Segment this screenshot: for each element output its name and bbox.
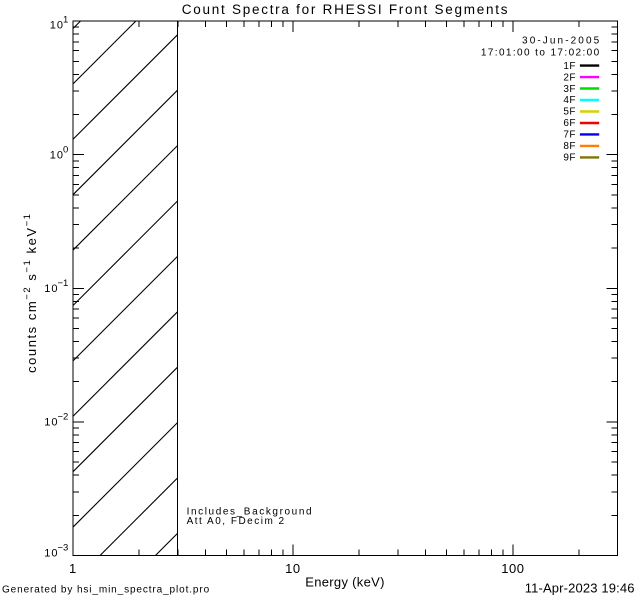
svg-text:Generated by hsi_min_spectra_p: Generated by hsi_min_spectra_plot.pro <box>2 585 210 596</box>
svg-text:1: 1 <box>63 15 68 26</box>
svg-text:10: 10 <box>50 20 64 32</box>
svg-text:7F: 7F <box>563 130 576 141</box>
svg-text:Energy (keV): Energy (keV) <box>305 575 384 590</box>
svg-text:0: 0 <box>63 145 68 156</box>
svg-text:3F: 3F <box>563 84 576 95</box>
svg-text:Count Spectra for RHESSI Front: Count Spectra for RHESSI Front Segments <box>182 2 509 17</box>
svg-text:−1: −1 <box>57 278 68 289</box>
svg-text:−2: −2 <box>57 412 68 423</box>
svg-text:30-Jun-2005: 30-Jun-2005 <box>522 36 601 47</box>
svg-text:6F: 6F <box>563 118 576 129</box>
svg-text:Att A0, FDecim 2: Att A0, FDecim 2 <box>187 516 286 527</box>
svg-text:17:01:00 to 17:02:00: 17:01:00 to 17:02:00 <box>481 47 601 58</box>
svg-text:10: 10 <box>44 283 58 295</box>
svg-text:1: 1 <box>69 561 77 576</box>
svg-text:1F: 1F <box>563 61 576 72</box>
svg-text:4F: 4F <box>563 95 576 106</box>
svg-text:10: 10 <box>44 547 58 559</box>
svg-text:2F: 2F <box>563 72 576 83</box>
svg-text:10: 10 <box>285 561 300 576</box>
svg-text:8F: 8F <box>563 141 576 152</box>
svg-text:100: 100 <box>501 561 524 576</box>
svg-text:5F: 5F <box>563 107 576 118</box>
svg-text:Includes_Background: Includes_Background <box>187 507 314 518</box>
svg-text:10: 10 <box>50 150 64 162</box>
svg-text:counts cm−2 s−1 keV−1: counts cm−2 s−1 keV−1 <box>22 212 39 372</box>
svg-text:10: 10 <box>44 417 58 429</box>
svg-text:9F: 9F <box>563 153 576 164</box>
svg-text:−3: −3 <box>57 542 68 553</box>
svg-text:11-Apr-2023 19:46: 11-Apr-2023 19:46 <box>525 581 635 596</box>
